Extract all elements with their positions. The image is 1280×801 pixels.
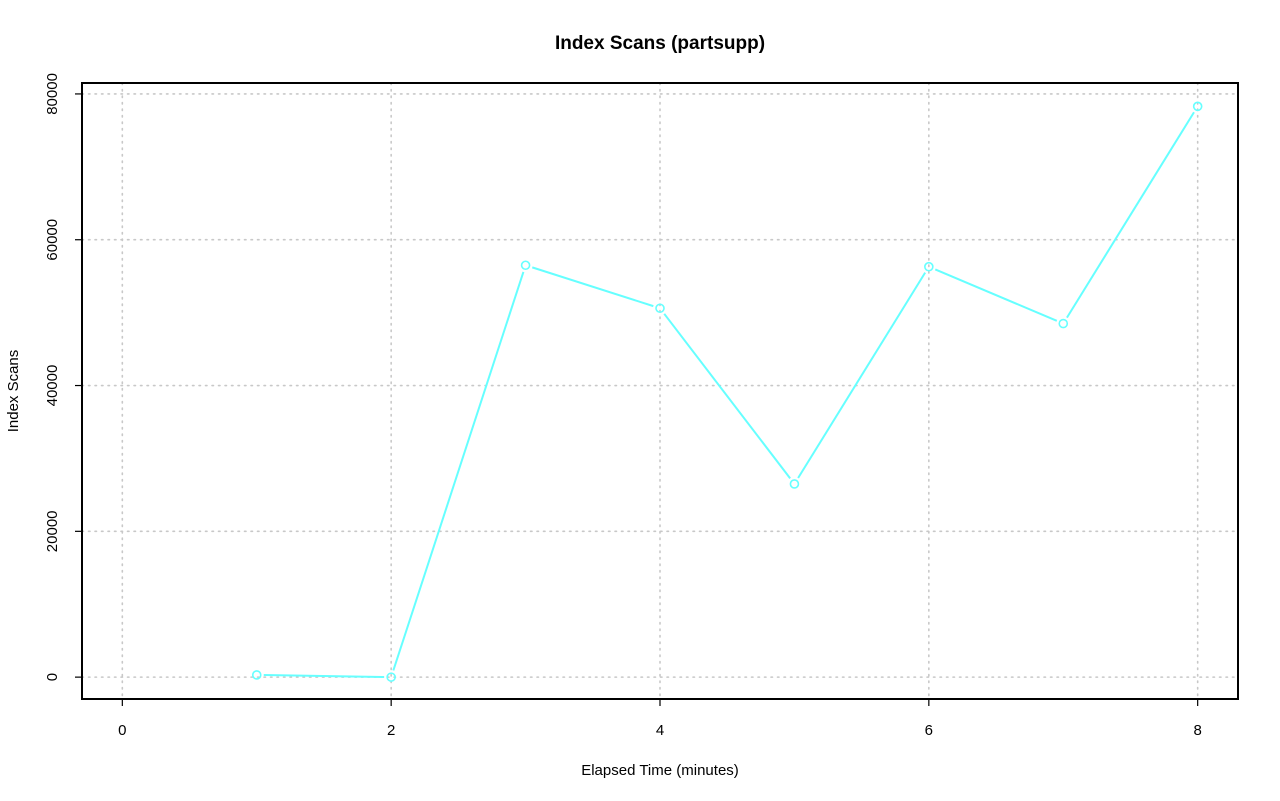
series-line-segment xyxy=(797,272,927,479)
data-point xyxy=(1192,101,1203,112)
data-point xyxy=(251,670,262,680)
y-axis-label: Index Scans xyxy=(5,350,22,433)
y-tick-label: 0 xyxy=(44,673,61,681)
series-layer xyxy=(251,101,1203,682)
x-tick-label: 6 xyxy=(925,722,933,739)
x-tick-label: 8 xyxy=(1194,722,1202,739)
y-tick-label: 40000 xyxy=(44,365,61,407)
data-point xyxy=(1058,318,1069,329)
data-point xyxy=(386,672,396,682)
x-tick-label: 4 xyxy=(656,722,664,739)
axes: 0 2 4 6 8 0 20000 40000 60000 80000 xyxy=(44,73,1202,739)
x-tick-label: 0 xyxy=(118,722,126,739)
series-line-segment xyxy=(392,271,525,671)
y-tick-label: 80000 xyxy=(44,73,61,115)
series-line-segment xyxy=(531,266,654,308)
series-line-segment xyxy=(934,268,1058,322)
x-axis-label: Elapsed Time (minutes) xyxy=(581,762,739,779)
data-point xyxy=(520,260,531,271)
grid xyxy=(81,82,1239,700)
x-tick-label: 2 xyxy=(387,722,395,739)
y-tick-label: 20000 xyxy=(44,510,61,552)
data-point xyxy=(924,261,934,272)
series-line-segment xyxy=(263,674,385,679)
y-tick-label: 60000 xyxy=(44,219,61,261)
chart-title: Index Scans (partsupp) xyxy=(555,33,765,54)
series-line-segment xyxy=(1066,111,1195,319)
data-point xyxy=(789,479,800,489)
data-point xyxy=(655,303,665,314)
series-line-segment xyxy=(663,313,791,479)
